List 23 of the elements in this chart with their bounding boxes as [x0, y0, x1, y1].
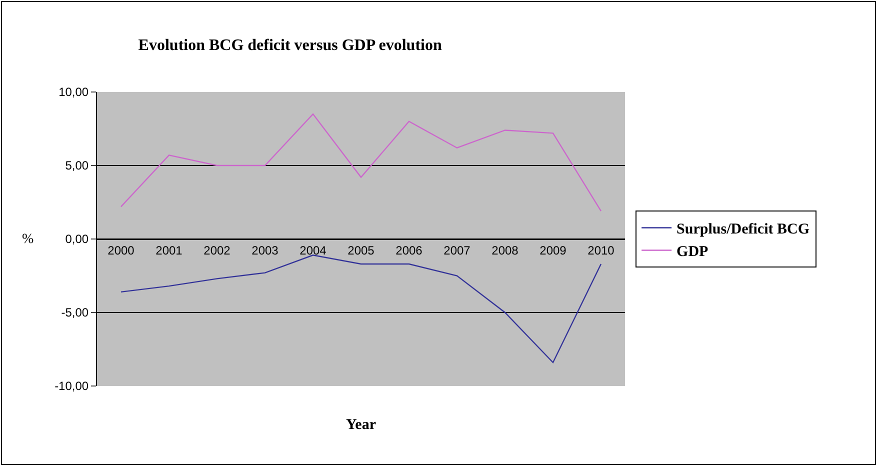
x-tick-label: 2008 [492, 243, 519, 258]
y-tick-label: -5,00 [61, 306, 89, 320]
x-tick-label: 2006 [396, 243, 423, 258]
x-tick-label: 2010 [588, 243, 615, 258]
x-tick-label: 2007 [444, 243, 471, 258]
line-series [120, 113, 602, 212]
x-tick-label: 2009 [540, 243, 567, 258]
x-tick-label: 2001 [156, 243, 183, 258]
chart-title: Evolution BCG deficit versus GDP evolution [138, 37, 442, 54]
y-tick-label: 10,00 [58, 85, 89, 100]
x-tick-label: 2003 [252, 243, 279, 258]
x-tick-label: 2000 [108, 243, 135, 258]
y-tick-label: 0,00 [65, 232, 89, 246]
y-axis-title: % [22, 232, 34, 247]
x-tick-label: 2004 [300, 243, 327, 258]
y-tick-label: -10,00 [54, 379, 89, 394]
x-tick-label: 2002 [204, 243, 231, 258]
line-series [120, 254, 602, 364]
x-axis-title: Year [346, 417, 376, 433]
legend-label: Surplus/Deficit BCG [676, 222, 810, 238]
legend-label: GDP [676, 244, 708, 260]
y-tick-label: 5,00 [65, 158, 89, 173]
x-tick-label: 2005 [348, 243, 375, 258]
